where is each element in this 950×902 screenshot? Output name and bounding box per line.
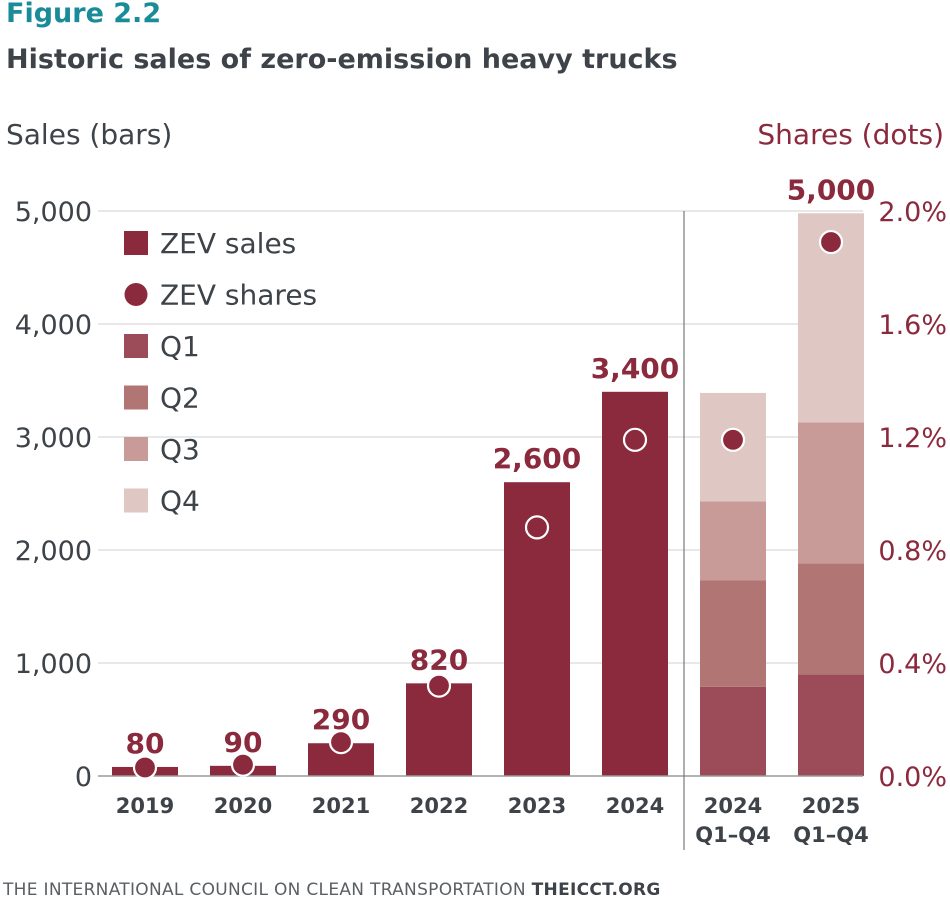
x-tick-label: 2024 <box>606 794 664 818</box>
chart-title: Historic sales of zero-emission heavy tr… <box>6 44 678 75</box>
data-label-2023: 2,600 <box>493 442 582 475</box>
share-dot-2024 <box>622 427 648 452</box>
footer-org: THE INTERNATIONAL COUNCIL ON CLEAN TRANS… <box>3 880 526 900</box>
stacked-bar-q3 <box>798 422 864 564</box>
data-label-2024: 3,400 <box>591 352 680 385</box>
y2-tick-label: 1.6% <box>878 310 947 341</box>
share-dot-2023 <box>524 515 550 540</box>
footer-site: THEICCT.ORG <box>531 880 661 900</box>
x-tick-label: 2021 <box>312 794 370 818</box>
footer: THE INTERNATIONAL COUNCIL ON CLEAN TRANS… <box>3 880 661 900</box>
y2-tick-label: 1.2% <box>878 423 947 454</box>
legend-marker-square <box>124 334 148 358</box>
stacked-bar-q1 <box>798 674 864 776</box>
stacked-bar-q1 <box>700 686 766 776</box>
share-dot-2021 <box>328 729 354 755</box>
x-tick-label: 2024 <box>704 794 762 818</box>
legend-marker-square <box>124 385 148 410</box>
right-axis-title: Shares (dots) <box>757 118 944 151</box>
data-label-total: 5,000 <box>787 173 876 206</box>
legend-label: Q2 <box>160 382 200 415</box>
share-dot-2019 <box>132 755 158 780</box>
x-tick-label: 2023 <box>508 794 566 818</box>
data-label-2022: 820 <box>410 643 468 676</box>
legend-label: ZEV sales <box>160 227 296 260</box>
y-tick-label: 0 <box>75 762 92 793</box>
stacked-bar-q3 <box>700 501 766 581</box>
bar-2022 <box>406 683 472 776</box>
y-tick-label: 3,000 <box>15 423 92 454</box>
y-tick-label: 1,000 <box>15 649 92 680</box>
share-dot-quarterly <box>818 229 844 255</box>
x-tick-label: 2019 <box>116 794 174 818</box>
figure-label: Figure 2.2 <box>6 0 162 29</box>
x-tick-label: 2020 <box>214 794 272 818</box>
stacked-bar-q2 <box>700 580 766 687</box>
x-tick-label-line2: Q1–Q4 <box>793 823 868 847</box>
x-tick-label: 2025 <box>802 794 860 818</box>
legend-label: Q1 <box>160 330 200 363</box>
share-dot-2022 <box>426 673 452 698</box>
x-tick-label: 2022 <box>410 794 468 818</box>
y2-tick-label: 2.0% <box>878 197 947 228</box>
y-tick-label: 5,000 <box>15 197 92 228</box>
left-axis-title: Sales (bars) <box>6 118 173 151</box>
share-dot-2020 <box>230 752 256 777</box>
y-tick-label: 2,000 <box>15 536 92 567</box>
y2-tick-label: 0.4% <box>878 649 947 680</box>
y-tick-label: 4,000 <box>15 310 92 341</box>
legend-marker-circle <box>124 283 148 306</box>
bar-2024 <box>602 391 668 776</box>
legend-marker-square <box>124 437 148 461</box>
share-dot-quarterly <box>720 427 746 452</box>
bar-2023 <box>504 482 570 776</box>
legend-marker-square <box>124 231 148 255</box>
y2-tick-label: 0.8% <box>878 536 947 567</box>
legend-label: ZEV shares <box>160 279 317 312</box>
x-tick-label-line2: Q1–Q4 <box>695 823 770 847</box>
legend-label: Q4 <box>160 485 200 518</box>
legend-marker-square <box>124 488 148 513</box>
legend-label: Q3 <box>160 433 200 466</box>
y2-tick-label: 0.0% <box>878 762 947 793</box>
stacked-bar-q2 <box>798 563 864 675</box>
data-label-2019: 80 <box>126 727 165 760</box>
